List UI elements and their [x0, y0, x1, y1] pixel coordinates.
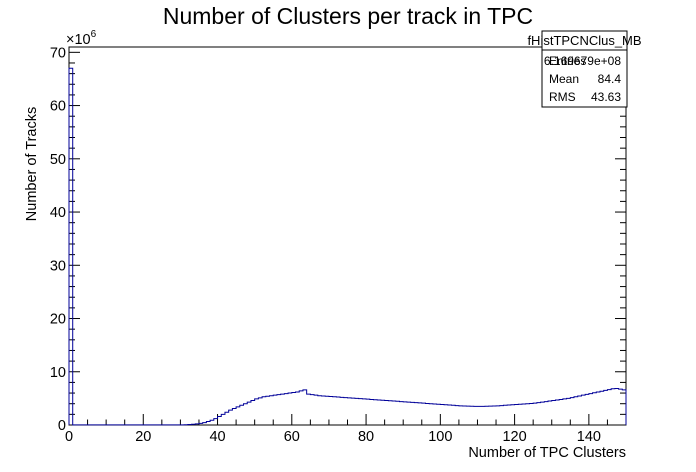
chart-title: Number of Clusters per track in TPC	[163, 3, 533, 29]
x-tick-label: 60	[284, 429, 300, 445]
histogram-line	[68, 67, 627, 426]
stats-entries-value: 6.169679e+08	[544, 54, 621, 68]
stats-box-frame	[541, 30, 628, 108]
y-tick-label: 10	[50, 365, 66, 381]
x-tick-label: 0	[65, 429, 73, 445]
y-multiplier-base: ×10	[66, 32, 91, 48]
x-tick-label: 100	[428, 429, 452, 445]
stats-entries-label: Entries	[549, 54, 586, 68]
stats-rms-label: RMS	[549, 90, 576, 104]
stats-rms-value: 43.63	[591, 90, 621, 104]
x-tick-label: 120	[502, 429, 526, 445]
y-tick-label: 40	[50, 205, 66, 221]
y-axis-label: Number of Tracks	[24, 107, 40, 221]
stats-box-name: fHistTPCNClus_MB	[527, 33, 641, 48]
y-tick-label: 70	[50, 45, 66, 61]
y-tick-label: 20	[50, 312, 66, 328]
y-tick-label: 0	[58, 418, 66, 434]
y-tick-label: 30	[50, 258, 66, 274]
y-multiplier-label: ×106	[66, 29, 97, 48]
y-tick-label: 60	[50, 99, 66, 115]
y-multiplier-exponent: 6	[91, 29, 97, 40]
y-axis-ticks: 0 10 20 30 40 50 60 70	[50, 45, 626, 434]
y-tick-label: 50	[50, 152, 66, 168]
x-tick-label: 40	[209, 429, 225, 445]
stats-box: fHistTPCNClus_MB Entries 6.169679e+08 Me…	[527, 30, 642, 108]
x-tick-label: 80	[358, 429, 374, 445]
x-axis-label: Number of TPC Clusters	[468, 445, 626, 461]
x-axis-ticks: 0 20 40 60 80 100 120 140	[65, 414, 608, 445]
stats-mean-value: 84.4	[598, 72, 622, 86]
x-tick-label: 140	[577, 429, 601, 445]
x-tick-label: 20	[135, 429, 151, 445]
stats-mean-label: Mean	[549, 72, 579, 86]
